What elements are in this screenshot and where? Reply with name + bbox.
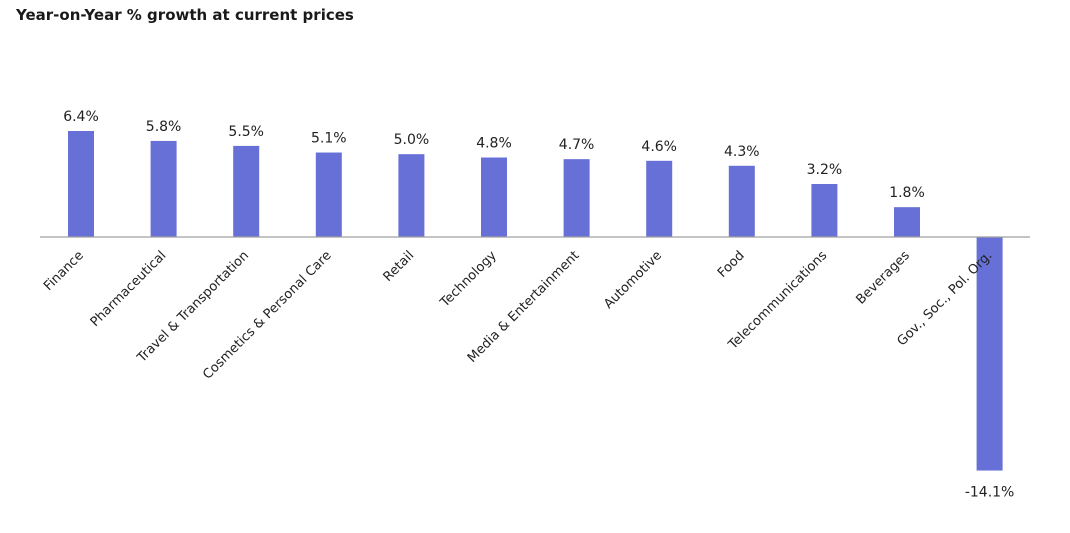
bar — [481, 157, 507, 237]
value-label: 4.7% — [559, 137, 595, 153]
bar — [646, 160, 673, 237]
category-label: Automotive — [601, 248, 665, 312]
bar — [233, 145, 260, 237]
bar — [976, 237, 1003, 471]
value-label: 4.6% — [641, 139, 677, 155]
value-label: -14.1% — [965, 485, 1015, 501]
category-label: Technology — [437, 248, 500, 311]
value-label: 5.1% — [311, 131, 347, 147]
value-label: 1.8% — [889, 185, 925, 201]
value-label: 5.5% — [228, 124, 264, 140]
bar — [398, 154, 425, 237]
value-label: 4.8% — [476, 136, 512, 152]
bar — [728, 165, 755, 237]
category-label: Food — [715, 248, 748, 281]
bar — [894, 207, 920, 237]
value-label: 5.8% — [146, 119, 182, 135]
category-label: Beverages — [853, 248, 913, 308]
chart-title: Year-on-Year % growth at current prices — [16, 6, 354, 24]
category-label: Retail — [381, 248, 418, 285]
bar — [150, 140, 177, 237]
bar — [811, 184, 838, 237]
bar — [315, 152, 342, 237]
category-label: Pharmaceutical — [88, 248, 170, 330]
bar — [68, 131, 94, 237]
bar — [563, 159, 590, 237]
category-label: Finance — [41, 248, 87, 294]
value-label: 4.3% — [724, 144, 760, 160]
value-label: 5.0% — [394, 132, 430, 148]
value-label: 3.2% — [807, 162, 843, 178]
value-label: 6.4% — [63, 109, 99, 125]
